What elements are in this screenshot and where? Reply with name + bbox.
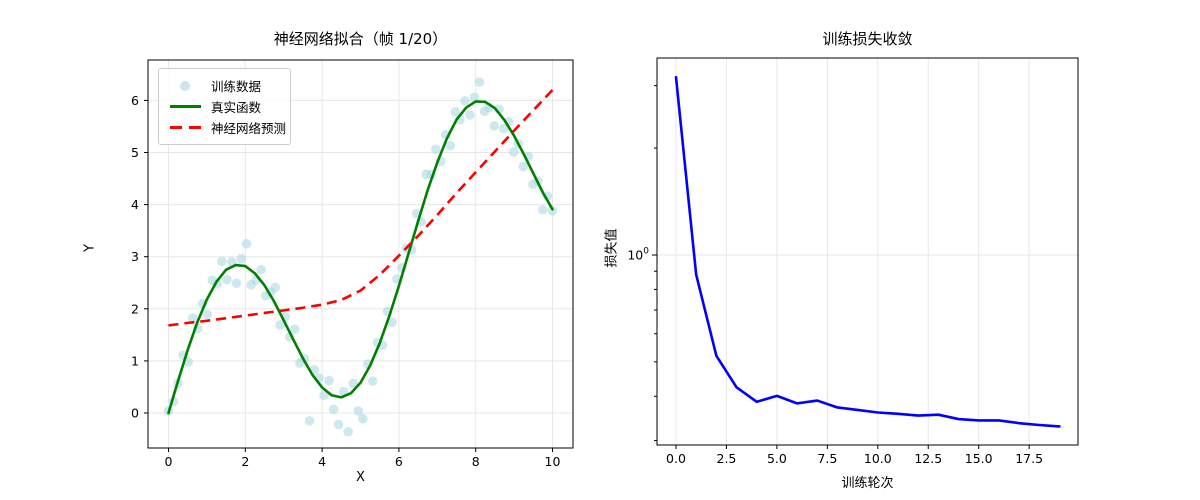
scatter-point	[367, 376, 378, 387]
scatter-point	[231, 278, 242, 289]
legend-label: 神经网络预测	[211, 121, 287, 136]
x-tick-label: 8	[472, 454, 480, 469]
x-tick-label: 10.0	[864, 451, 892, 466]
scatter-point	[538, 205, 548, 215]
scatter-point	[275, 320, 286, 330]
nn-prediction-line	[168, 89, 554, 327]
left-x-axis-label: X	[356, 470, 365, 485]
scatter-point	[353, 406, 363, 416]
scatter-point	[256, 264, 266, 275]
legend-label: 真实函数	[211, 100, 262, 115]
y-tick-label: 4	[131, 197, 139, 212]
x-tick-label: 0.0	[666, 451, 686, 466]
x-tick-label: 2.5	[717, 451, 737, 466]
right-y-axis-label: 损失值	[604, 228, 620, 268]
right-x-axis-label: 训练轮次	[841, 476, 894, 491]
scatter-point	[348, 378, 359, 389]
scatter-point	[430, 144, 441, 155]
scatter-point	[222, 274, 232, 285]
legend: 训练数据 真实函数 神经网络预测	[158, 68, 291, 145]
x-tick-label: 17.5	[1015, 451, 1043, 466]
scatter-point	[450, 107, 461, 117]
scatter-point	[290, 324, 300, 334]
x-tick-label: 2	[241, 454, 249, 469]
scatter-point	[304, 416, 315, 426]
scatter-point	[547, 206, 558, 216]
scatter-point	[518, 161, 529, 172]
y-tick-label: 3	[131, 249, 139, 264]
right-plot-area: 0.0 2.5 5.0 7.5 10.0 12.5 15.0 17.5 100	[627, 57, 1079, 466]
y-tick-label: 1	[131, 353, 139, 368]
y-tick-label: 5	[131, 145, 139, 160]
dashed-line-icon	[169, 126, 201, 129]
y-tick-label: 6	[131, 93, 139, 108]
x-tick-label: 7.5	[817, 451, 837, 466]
y-tick-label: 100	[627, 247, 649, 263]
x-tick-label: 6	[395, 454, 403, 469]
scatter-point	[508, 147, 519, 157]
scatter-point	[343, 426, 354, 437]
scatter-point	[469, 92, 480, 103]
scatter-point	[465, 110, 475, 120]
scatter-point	[236, 253, 247, 264]
scatter-point	[460, 96, 470, 106]
x-tick-label: 5.0	[767, 451, 787, 466]
axes-frame	[656, 57, 1079, 446]
scatter-point	[319, 390, 329, 401]
scatter-point	[333, 419, 344, 430]
axes-frame	[147, 59, 574, 449]
y-tick-label: 0	[131, 406, 139, 421]
x-tick-label: 4	[318, 454, 326, 469]
solid-line-icon	[169, 105, 201, 108]
legend-label: 训练数据	[211, 79, 262, 94]
scatter-point	[270, 282, 281, 293]
scatter-point	[241, 238, 252, 249]
scatter-point	[498, 123, 509, 134]
x-tick-label: 15.0	[965, 451, 993, 466]
scatter-point	[358, 413, 368, 424]
right-plot-title: 训练损失收敛	[822, 30, 913, 48]
scatter-point	[217, 256, 227, 267]
scatter-point	[474, 77, 485, 87]
x-tick-label: 12.5	[914, 451, 942, 466]
scatter-point	[202, 309, 213, 320]
scatter-point	[328, 404, 339, 415]
scatter-point	[489, 121, 499, 131]
x-tick-label: 10	[545, 454, 561, 469]
loss-curve	[674, 75, 1061, 428]
scatter-marker-icon	[169, 80, 201, 91]
legend-item-training-data: 训练数据	[169, 75, 282, 96]
true-function-line	[167, 100, 554, 415]
scatter-point	[387, 317, 397, 328]
x-tick-label: 0	[165, 454, 173, 469]
legend-item-true-function: 真实函数	[169, 96, 282, 117]
legend-item-nn-prediction: 神经网络预测	[169, 117, 286, 138]
y-tick-label: 2	[131, 301, 139, 316]
scatter-point	[324, 375, 334, 386]
scatter-point	[445, 140, 456, 151]
scatter-point	[187, 313, 198, 323]
left-y-axis-label: Y	[82, 244, 98, 252]
left-plot-title: 神经网络拟合（帧 1/20）	[273, 30, 448, 48]
